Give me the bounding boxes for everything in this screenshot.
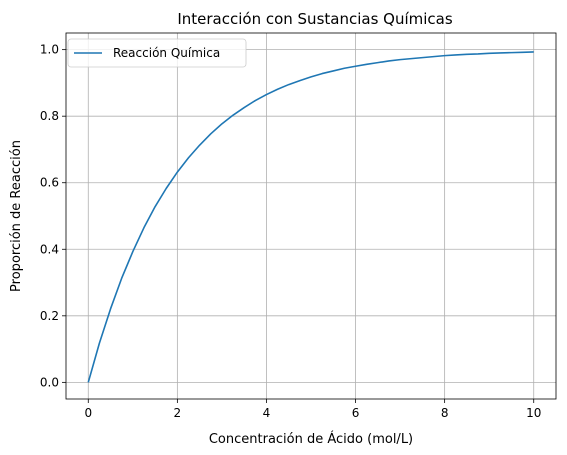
x-tick-label: 4	[263, 406, 271, 420]
x-tick-label: 6	[352, 406, 360, 420]
y-tick-label: 1.0	[40, 43, 59, 57]
grid-lines	[66, 33, 556, 399]
x-axis-label: Concentración de Ácido (mol/L)	[209, 431, 413, 447]
legend-entry: Reacción Química	[113, 46, 220, 60]
chart-title: Interacción con Sustancias Químicas	[177, 10, 453, 28]
y-axis-label: Proporción de Reacción	[9, 140, 24, 292]
x-axis-ticks: 0 2 4 6 8 10	[84, 399, 541, 420]
series-line	[88, 52, 533, 382]
x-tick-label: 8	[441, 406, 449, 420]
y-tick-label: 0.0	[40, 375, 59, 389]
legend: Reacción Química	[68, 39, 246, 67]
y-tick-label: 0.6	[40, 176, 59, 190]
x-tick-label: 10	[526, 406, 541, 420]
series-group	[88, 52, 533, 382]
x-tick-label: 2	[174, 406, 182, 420]
x-tick-label: 0	[84, 406, 92, 420]
y-tick-label: 0.2	[40, 309, 59, 323]
plot-area-frame	[66, 33, 556, 399]
y-axis-ticks: 0.0 0.2 0.4 0.6 0.8 1.0	[40, 43, 66, 390]
y-tick-label: 0.8	[40, 109, 59, 123]
y-tick-label: 0.4	[40, 242, 59, 256]
